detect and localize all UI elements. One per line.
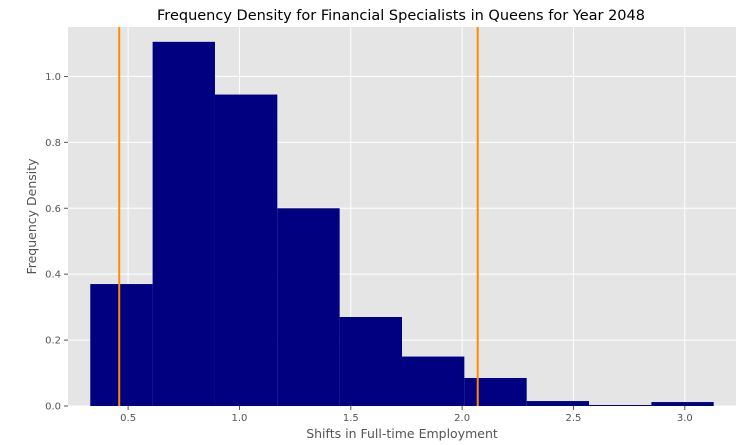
x-tick-label: 3.0 — [677, 413, 693, 424]
y-tick-label: 0.4 — [45, 270, 61, 281]
histogram-bar — [214, 94, 278, 407]
x-tick-label: 0.5 — [120, 413, 136, 424]
histogram-bar — [589, 405, 652, 406]
y-tick-label: 0.0 — [45, 402, 61, 413]
y-tick-label: 0.6 — [45, 204, 61, 215]
histogram-bar — [339, 317, 402, 406]
chart-title: Frequency Density for Financial Speciali… — [157, 8, 645, 24]
histogram-bar — [402, 356, 465, 406]
x-tick-label: 1.0 — [232, 413, 248, 424]
y-tick-label: 0.8 — [45, 138, 61, 149]
y-axis-ticks: 0.0 0.2 0.4 0.6 0.8 1.0 — [45, 72, 68, 413]
x-axis-label: Shifts in Full-time Employment — [306, 426, 498, 441]
reference-lines — [118, 27, 479, 406]
histogram-bar — [277, 208, 340, 406]
histogram-bars — [90, 41, 714, 407]
histogram-bar — [152, 41, 215, 406]
y-tick-label: 1.0 — [45, 72, 61, 83]
x-tick-label: 1.5 — [343, 413, 359, 424]
x-tick-label: 2.0 — [454, 413, 470, 424]
histogram-bar — [651, 402, 714, 406]
histogram-bar — [90, 284, 153, 406]
histogram-bar — [526, 401, 590, 406]
y-tick-label: 0.2 — [45, 336, 61, 347]
histogram-bar — [464, 377, 527, 406]
x-axis-ticks: 0.5 1.0 1.5 2.0 2.5 3.0 — [120, 406, 693, 424]
y-axis-label: Frequency Density — [24, 158, 39, 275]
x-tick-label: 2.5 — [566, 413, 582, 424]
